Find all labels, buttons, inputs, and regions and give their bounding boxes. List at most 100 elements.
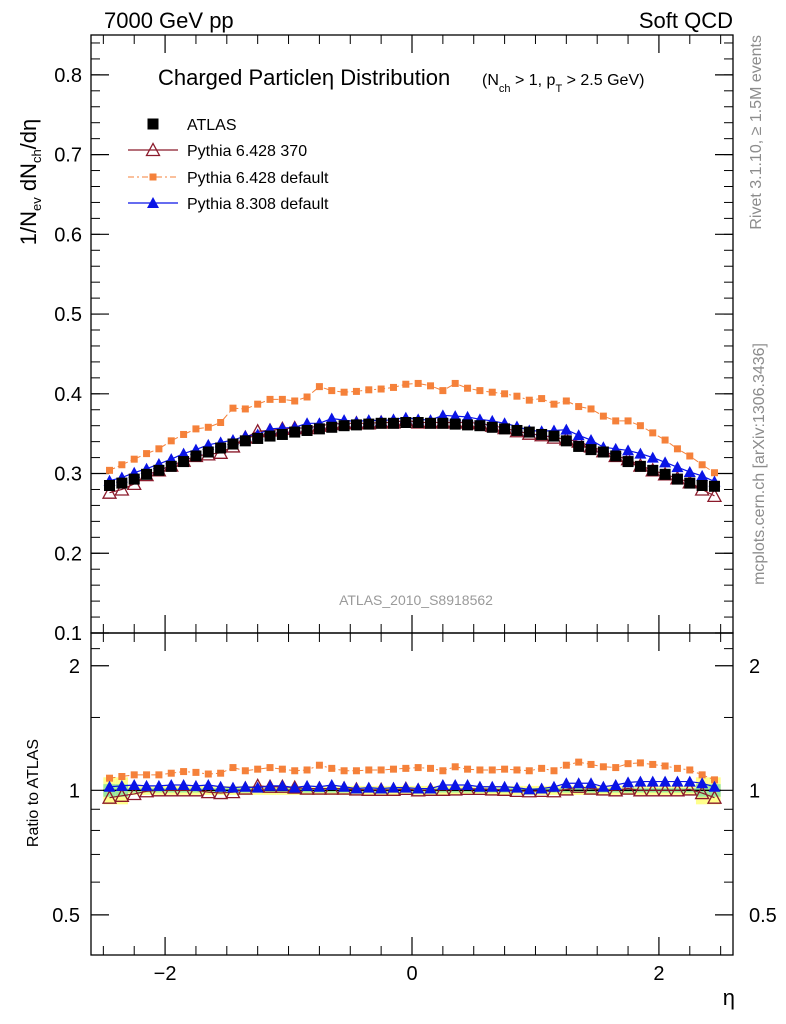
ratio-data-point (177, 779, 190, 791)
ratio-data-point (661, 762, 669, 770)
main-y-axis-title: 1/Nev dNch/dη (16, 119, 44, 246)
data-point (464, 384, 472, 392)
data-point (202, 446, 214, 458)
main-series (101, 379, 723, 503)
ratio-data-point (214, 780, 227, 792)
data-point (513, 392, 521, 400)
ratio-data-point (461, 779, 474, 791)
data-point (180, 430, 188, 438)
ratio-data-point (165, 779, 178, 791)
ratio-y-tick-label-right: 2 (749, 656, 760, 678)
data-point (646, 451, 659, 463)
ratio-data-point (278, 765, 286, 773)
ratio-data-point (585, 777, 598, 789)
ratio-data-point (686, 766, 694, 774)
data-point (659, 456, 672, 468)
data-point (634, 447, 647, 459)
ratio-data-point (402, 764, 410, 772)
data-point (104, 479, 116, 491)
ratio-y-tick-label: 0.5 (52, 905, 80, 927)
ratio-data-point (276, 779, 289, 791)
ratio-data-point (340, 767, 348, 775)
ratio-data-point (535, 782, 548, 794)
ratio-data-point (239, 780, 252, 792)
data-point (624, 417, 632, 425)
ratio-data-point (599, 763, 607, 771)
ratio-data-point (597, 780, 610, 792)
data-point (106, 466, 114, 474)
data-point (340, 388, 348, 396)
ratio-data-point (414, 764, 422, 772)
ratio-data-point (538, 764, 546, 772)
legend: ATLAS Pythia 6.428 370 Pythia 6.428 defaul… (128, 117, 329, 213)
data-point (328, 387, 336, 395)
data-point (239, 435, 251, 447)
ratio-data-point (254, 765, 262, 773)
ratio-data-point (365, 766, 373, 774)
ratio-data-point (683, 775, 696, 787)
ratio-data-point (328, 764, 336, 772)
data-point (412, 417, 424, 429)
data-point (101, 484, 118, 499)
data-point (141, 468, 153, 480)
ratio-data-point (202, 779, 215, 791)
data-point (575, 403, 583, 411)
analysis-id: ATLAS_2010_S8918562 (339, 592, 493, 608)
data-point (229, 404, 237, 412)
plot-title-cuts: (Nch > 1, pT > 2.5 GeV) (482, 72, 644, 95)
data-point (165, 460, 177, 472)
legend-item: ATLAS (147, 117, 237, 134)
ratio-data-point (525, 767, 533, 775)
legend-marker (149, 173, 157, 181)
ratio-series-line (109, 761, 715, 781)
data-point (696, 479, 708, 491)
data-point (425, 417, 437, 429)
series-pythia-6-428-default (106, 379, 718, 477)
header-left: 7000 GeV pp (104, 8, 234, 33)
ratio-data-point (464, 765, 472, 773)
ratio-data-point (200, 784, 216, 799)
data-point (303, 393, 311, 401)
ratio-data-point (352, 767, 360, 775)
data-point (192, 425, 200, 433)
data-point (326, 421, 338, 433)
ratio-data-point (620, 780, 636, 795)
data-point (708, 480, 720, 492)
ratio-data-point (377, 766, 385, 774)
data-point (338, 420, 350, 432)
y-tick-label: 0.3 (54, 464, 82, 486)
data-point (387, 417, 399, 429)
data-point (673, 445, 681, 453)
data-point (427, 382, 435, 390)
ratio-data-point (288, 781, 301, 793)
ratio-data-point (213, 785, 229, 800)
legend-label: Pythia 6.428 370 (187, 143, 307, 160)
y-tick-label: 0.2 (54, 543, 82, 565)
data-point (436, 409, 449, 421)
ratio-data-point (706, 789, 723, 804)
ratio-data-point (167, 769, 175, 777)
ratio-data-point (362, 781, 375, 793)
ratio-data-point (301, 779, 314, 791)
data-point (587, 405, 595, 413)
data-point (204, 423, 212, 431)
data-point (375, 417, 387, 429)
ratio-data-point (671, 775, 684, 787)
ratio-data-point (264, 779, 277, 791)
data-point (254, 400, 262, 408)
data-point (599, 412, 607, 420)
ratio-data-point (513, 766, 521, 774)
svg-text:1/Nev dNch/dη: 1/Nev dNch/dη (16, 119, 44, 246)
ratio-data-point (649, 760, 657, 768)
data-point (402, 380, 410, 388)
x-axis: −2 0 2 (102, 35, 722, 985)
data-point (190, 450, 202, 462)
x-axis-title: η (723, 985, 735, 1010)
legend-item: Pythia 8.308 default (128, 196, 329, 213)
ratio-data-point (694, 785, 710, 800)
series-line (109, 382, 715, 474)
ratio-data-point (634, 775, 647, 787)
ratio-data-point (673, 764, 681, 772)
ratio-data-point (710, 776, 718, 784)
